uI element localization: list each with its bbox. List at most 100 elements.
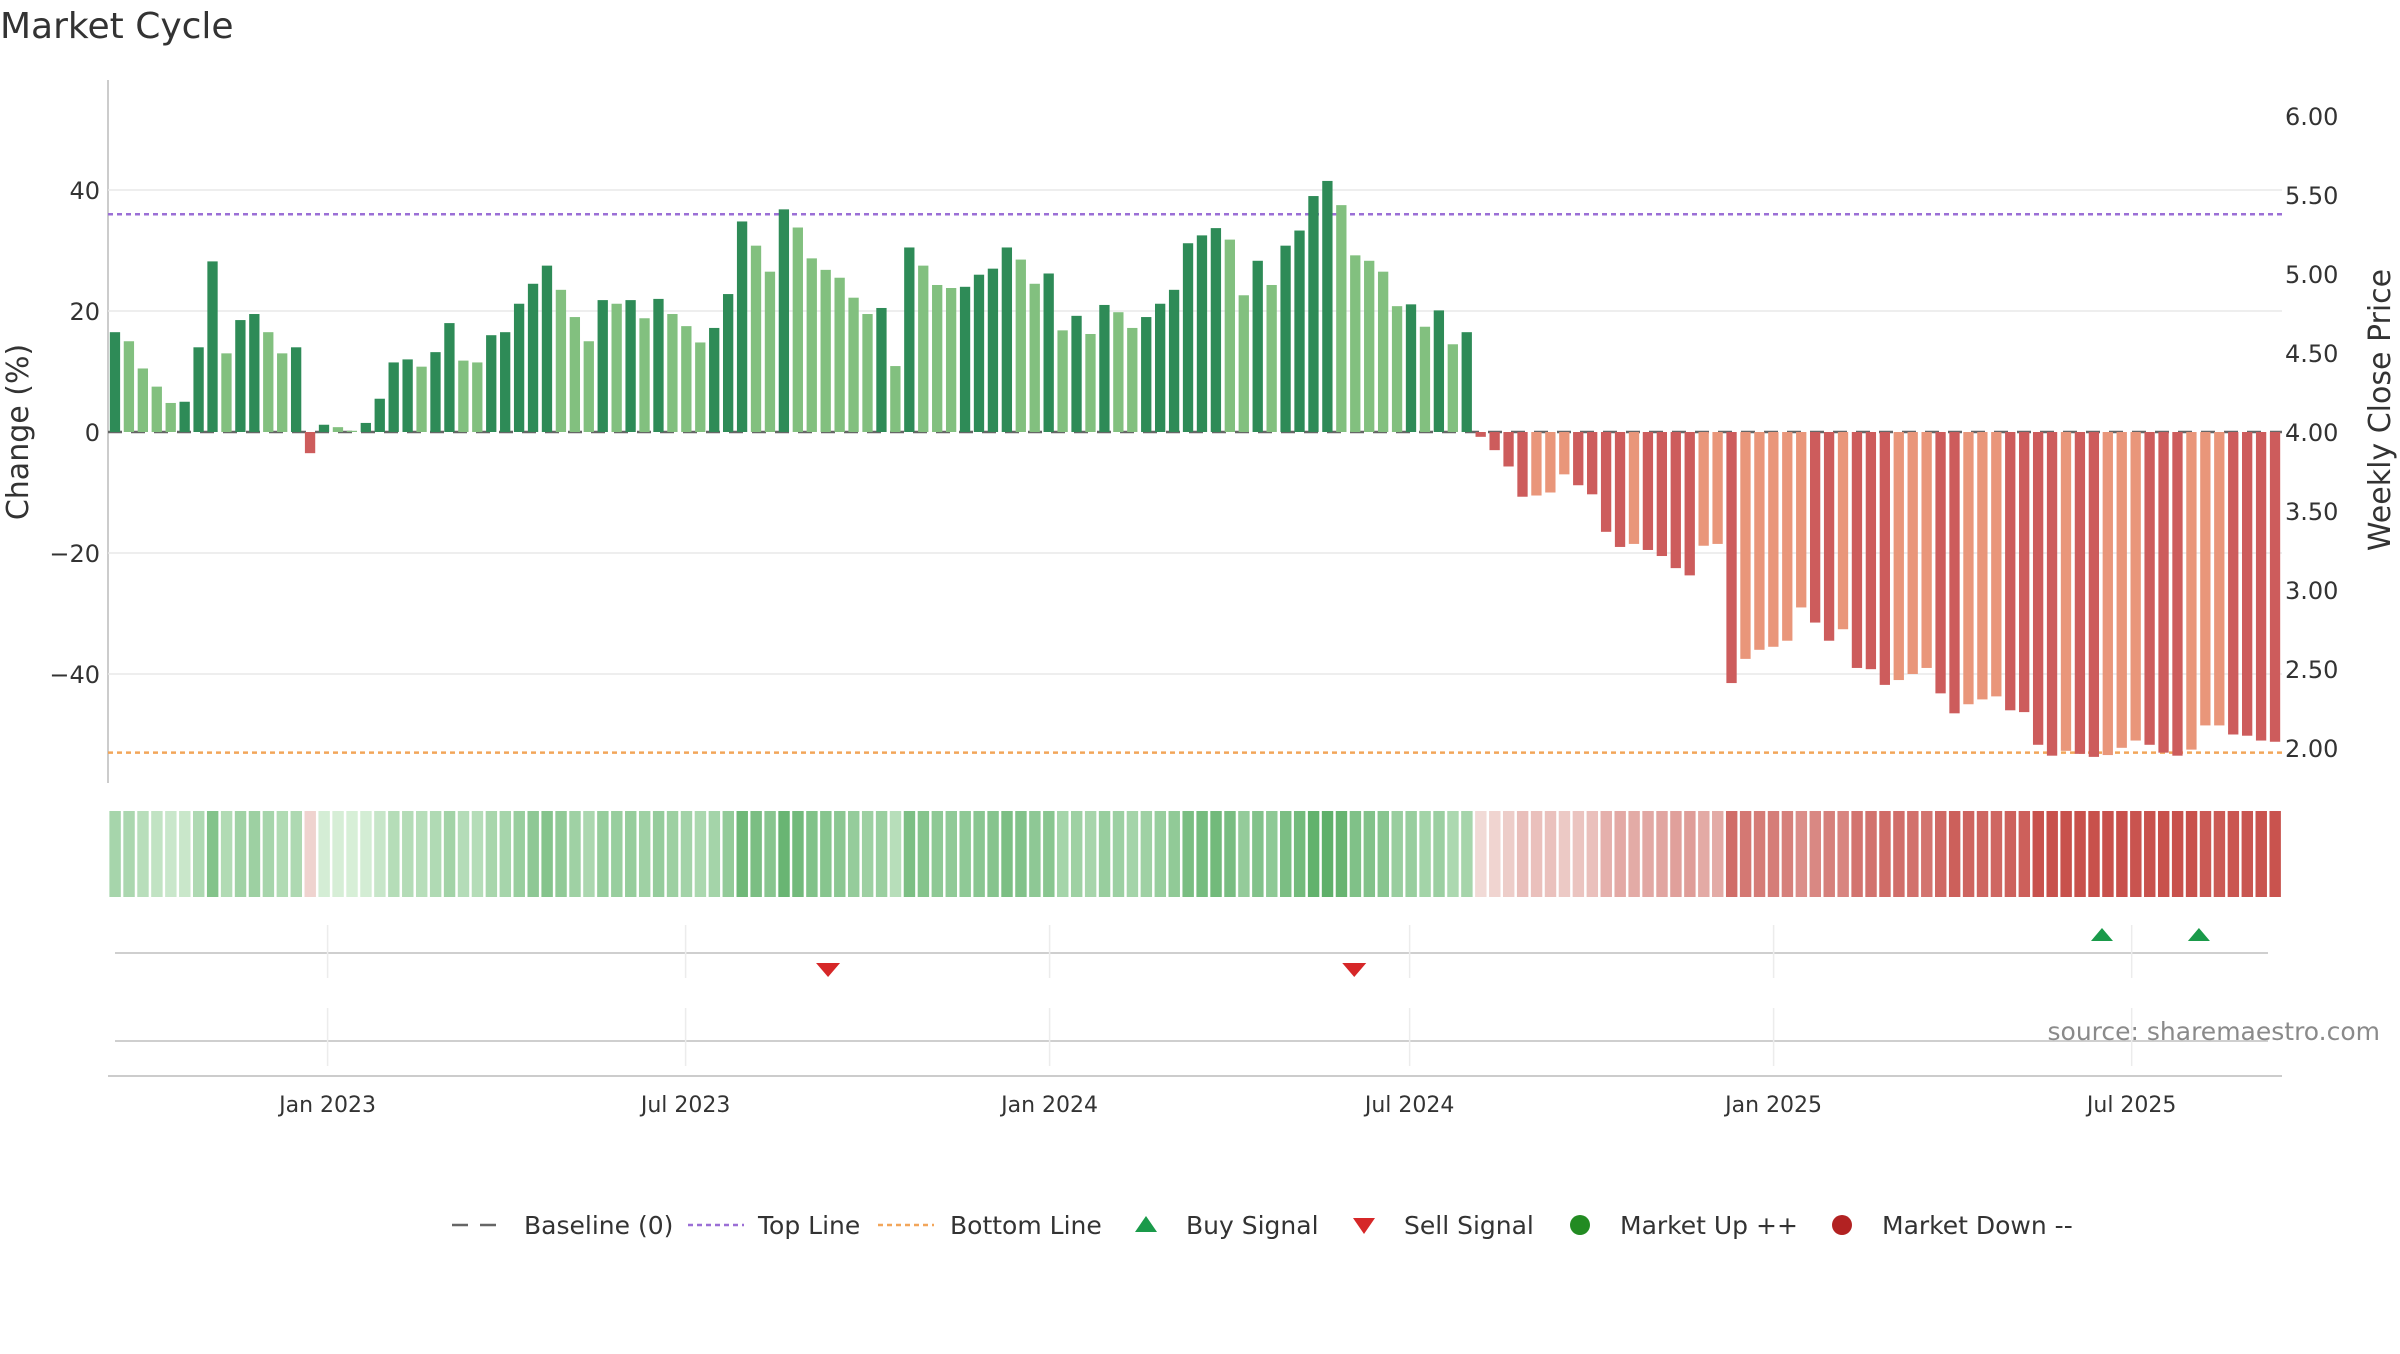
heat-cell (1084, 811, 1097, 897)
heat-cell (1043, 811, 1055, 897)
heat-cell (1544, 811, 1557, 897)
bar (1350, 255, 1361, 432)
bar (388, 362, 399, 433)
heat-cell (415, 811, 428, 897)
x-tick-label: Jan 2024 (999, 1093, 1098, 1118)
bar (1921, 432, 1932, 668)
bar (2074, 432, 2086, 754)
heat-cell (1419, 811, 1431, 897)
heat-cell (652, 811, 665, 897)
heat-cell (583, 811, 595, 897)
heat-cell (165, 811, 177, 897)
heat-cell (1628, 811, 1640, 897)
heat-cell (1670, 811, 1682, 897)
heat-cell (1712, 811, 1724, 897)
bar (1029, 283, 1040, 432)
heat-cell (1698, 811, 1710, 897)
heat-cell (471, 811, 484, 897)
heat-cell (1168, 811, 1180, 897)
bar (1280, 245, 1291, 432)
legend-item-bottom: Bottom Line (878, 1211, 1102, 1240)
heat-cell (2088, 811, 2100, 897)
heat-cell (220, 811, 233, 897)
bar (2046, 432, 2058, 756)
bar (611, 303, 622, 432)
bar (444, 323, 455, 432)
bar (876, 307, 887, 432)
bar (2102, 432, 2113, 756)
bar (918, 265, 929, 433)
heat-cell (555, 811, 567, 897)
market-up-legend-icon (1570, 1215, 1590, 1235)
heat-cell (1600, 811, 1612, 897)
heat-cell (806, 811, 818, 897)
bar (959, 286, 971, 432)
legend-item-mdown: Market Down -- (1832, 1211, 2073, 1240)
bar (1127, 327, 1138, 432)
bar (1113, 312, 1124, 432)
heat-cell (680, 811, 693, 897)
heat-cell (151, 811, 163, 897)
bar (2242, 432, 2253, 736)
sell-signal-marker (816, 963, 841, 977)
heat-cell (248, 811, 261, 897)
y2-tick-label: 4.50 (2285, 340, 2338, 368)
heat-cell (2185, 811, 2198, 897)
bar (1531, 432, 1542, 496)
heat-cell (722, 811, 734, 897)
heat-cell (1851, 811, 1863, 897)
bar (1684, 432, 1695, 576)
bar (1935, 432, 1946, 694)
bar (304, 432, 316, 454)
bar (1461, 332, 1472, 433)
heat-cell (1865, 811, 1877, 897)
bar (513, 303, 525, 432)
heat-cell (1182, 811, 1194, 897)
heat-cell (276, 811, 289, 897)
bar (1740, 432, 1751, 659)
bar (764, 271, 776, 432)
bar (1991, 432, 2002, 697)
heat-cell (945, 811, 957, 897)
heat-cell (1266, 811, 1278, 897)
y2-tick-label: 2.00 (2285, 735, 2338, 763)
bar (1559, 432, 1570, 475)
heat-cell (2046, 811, 2058, 897)
bar (1600, 432, 1612, 532)
bar (1099, 304, 1110, 432)
bar (1322, 180, 1333, 432)
heat-cell (1809, 811, 1821, 897)
heat-cell (2213, 811, 2226, 897)
bar (1656, 432, 1668, 557)
heat-cell (889, 811, 902, 897)
bar (2130, 432, 2141, 741)
heat-cell (778, 811, 790, 897)
heat-cell (1558, 811, 1571, 897)
heat-cell (2241, 811, 2254, 897)
heat-cell (388, 811, 400, 897)
legend-label: Top Line (757, 1211, 860, 1240)
heat-cell (597, 811, 609, 897)
bar (639, 318, 650, 432)
bar (290, 347, 302, 432)
heat-cell (1154, 811, 1167, 897)
bar (374, 398, 385, 432)
heat-cell (1433, 811, 1445, 897)
legend-label: Market Down -- (1882, 1211, 2073, 1240)
bar (750, 245, 762, 432)
bar (151, 386, 162, 433)
bar (430, 352, 441, 432)
heat-cell (931, 811, 944, 897)
heat-cell (1907, 811, 1919, 897)
heat-cell (1029, 811, 1041, 897)
bar (165, 402, 176, 432)
y-tick-label: 0 (85, 419, 100, 447)
bar (221, 353, 232, 432)
y-tick-label: −40 (49, 661, 100, 689)
heat-cell (234, 811, 247, 897)
bar (597, 300, 608, 432)
bar (1851, 432, 1863, 668)
bar (1252, 260, 1263, 432)
bar (472, 362, 483, 433)
